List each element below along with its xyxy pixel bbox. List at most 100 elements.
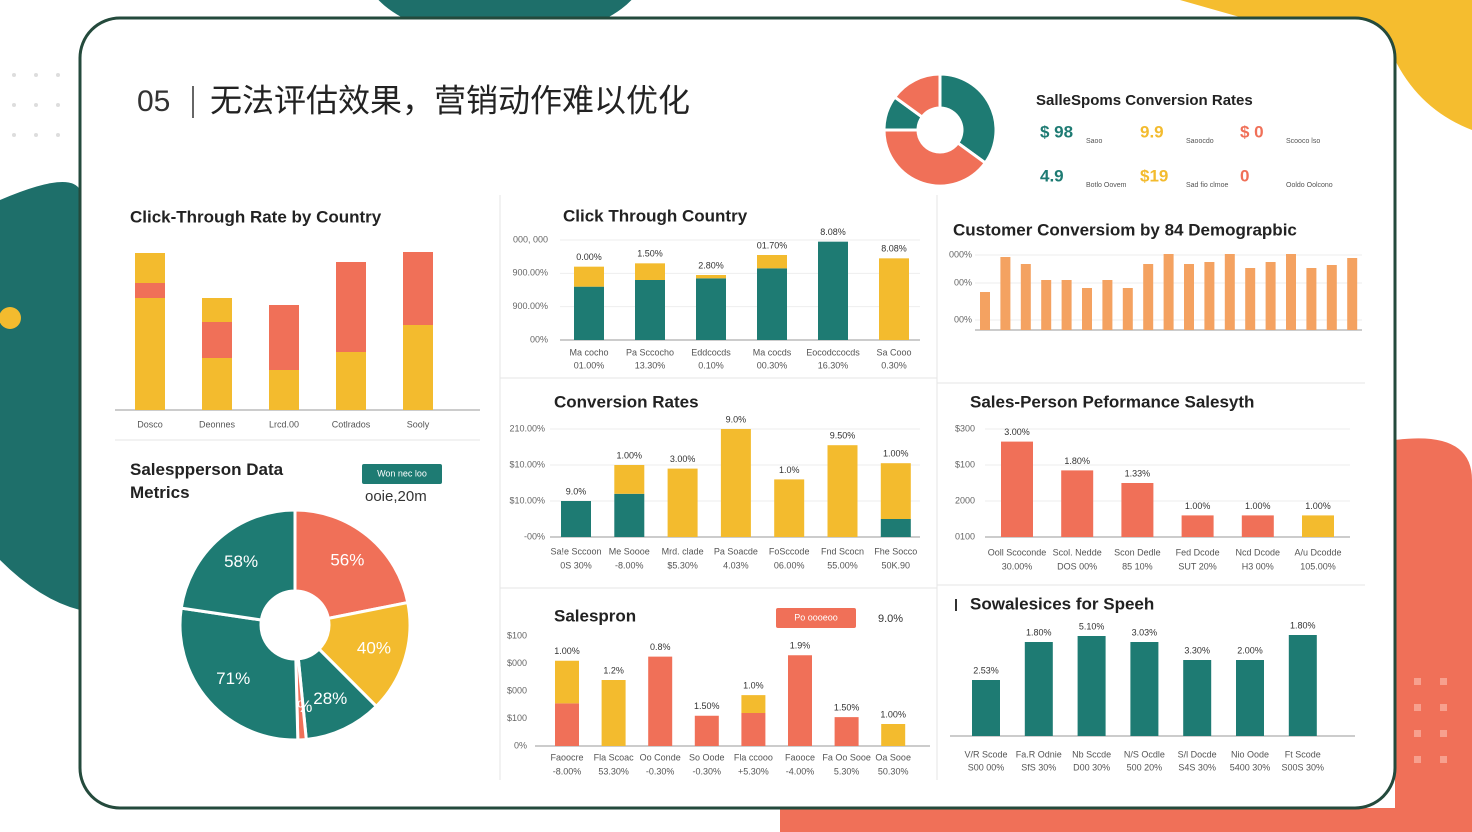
bar bbox=[1130, 642, 1159, 736]
bar-label: 3.03% bbox=[1132, 627, 1158, 637]
bar-label: 9.0% bbox=[566, 486, 587, 496]
x-sub-label: -0.30% bbox=[693, 766, 722, 776]
y-tick-label: $000 bbox=[507, 685, 527, 695]
x-tick-label: Scon Dedle bbox=[1114, 547, 1161, 557]
y-tick-label: $000 bbox=[507, 658, 527, 668]
x-sub-label: H3 00% bbox=[1242, 561, 1274, 571]
badge-bg bbox=[776, 608, 856, 628]
bar bbox=[980, 292, 990, 330]
y-tick-label: 0% bbox=[514, 740, 527, 750]
bar bbox=[880, 463, 911, 519]
y-tick-label: 900.00% bbox=[512, 301, 548, 311]
chart-title: SalleSpoms Conversion Rates bbox=[1036, 92, 1253, 109]
x-sub-label: 85 10% bbox=[1122, 561, 1153, 571]
y-tick-label: 2000 bbox=[955, 495, 975, 505]
bar bbox=[574, 266, 604, 287]
bar-label: 1.00% bbox=[617, 450, 643, 460]
x-tick-label: V/R Scode bbox=[964, 749, 1007, 759]
x-sub-label: +5.30% bbox=[738, 766, 769, 776]
x-tick-label: Fed Dcode bbox=[1176, 547, 1220, 557]
y-tick-label: 00% bbox=[530, 334, 548, 344]
bar bbox=[1061, 280, 1072, 330]
bar-label: 1.00% bbox=[1185, 501, 1211, 511]
bar bbox=[972, 680, 1000, 736]
badge-bg bbox=[362, 464, 442, 484]
bar bbox=[694, 715, 719, 746]
bar bbox=[1265, 262, 1276, 330]
bar bbox=[1041, 280, 1052, 330]
x-sub-label: 105.00% bbox=[1300, 561, 1336, 571]
bar bbox=[1121, 483, 1154, 537]
bar-label: 1.50% bbox=[694, 701, 720, 711]
x-tick-label: Pa Sccocho bbox=[626, 347, 674, 357]
bar bbox=[574, 286, 604, 340]
bar bbox=[1241, 515, 1274, 537]
bar bbox=[614, 465, 645, 494]
chart-title: Sales-Person Peformance Salesyth bbox=[970, 392, 1254, 411]
bar-label: 1.00% bbox=[554, 646, 580, 656]
bar bbox=[135, 253, 165, 283]
bar bbox=[788, 655, 812, 746]
y-tick-label: 900.00% bbox=[512, 268, 548, 278]
y-tick-label: $100 bbox=[507, 630, 527, 640]
x-tick-label: Sooly bbox=[407, 419, 430, 429]
y-tick-label: $300 bbox=[955, 423, 975, 433]
note: ooie,20m bbox=[365, 488, 427, 505]
x-sub-label: 5400 30% bbox=[1230, 762, 1271, 772]
x-tick-label: Dosco bbox=[137, 419, 163, 429]
bar bbox=[403, 252, 433, 325]
x-sub-label: -8.00% bbox=[615, 560, 644, 570]
x-tick-label: Ooll Scoconde bbox=[988, 547, 1047, 557]
bar-label: 1.00% bbox=[880, 709, 906, 719]
x-tick-label: Fa.R Odnie bbox=[1016, 749, 1062, 759]
bar-label: 8.08% bbox=[881, 244, 907, 254]
bar bbox=[614, 493, 645, 537]
bar bbox=[818, 241, 848, 340]
x-sub-label: -0.30% bbox=[646, 766, 675, 776]
bar bbox=[1020, 264, 1031, 330]
x-tick-label: A/u Dcodde bbox=[1294, 547, 1341, 557]
bar bbox=[269, 370, 299, 410]
stat-value: 9.9 bbox=[1140, 122, 1164, 141]
x-sub-label: 500 20% bbox=[1127, 762, 1163, 772]
bar bbox=[879, 258, 909, 340]
bar bbox=[1061, 470, 1094, 537]
chart-title: Customer Conversiom by 84 Demograpbic bbox=[953, 220, 1297, 239]
bar bbox=[635, 280, 665, 340]
bar bbox=[1024, 642, 1053, 736]
bar bbox=[555, 703, 579, 746]
stat-value: 0 bbox=[1240, 166, 1249, 185]
x-sub-label: 30.00% bbox=[1002, 561, 1033, 571]
bar bbox=[1224, 254, 1235, 330]
y-tick-label: -00% bbox=[524, 531, 545, 541]
x-sub-label: 0S 30% bbox=[560, 560, 592, 570]
chart-title: Salespperson Data Metrics bbox=[130, 460, 284, 502]
badge: Won nec loo bbox=[377, 468, 427, 478]
bar bbox=[881, 724, 906, 746]
bar bbox=[757, 255, 787, 269]
x-tick-label: Ncd Dcode bbox=[1236, 547, 1281, 557]
x-sub-label: 53.30% bbox=[598, 766, 629, 776]
x-sub-label: S00 00% bbox=[968, 762, 1005, 772]
bar bbox=[1245, 268, 1256, 330]
bar bbox=[336, 352, 366, 410]
bar bbox=[202, 298, 232, 322]
bar-label: 0.00% bbox=[576, 252, 602, 262]
stat-value: $ 0 bbox=[1240, 122, 1264, 141]
x-tick-label: Ma cocds bbox=[753, 347, 792, 357]
chart-title: Salespron bbox=[554, 606, 636, 625]
note: 9.0% bbox=[878, 613, 903, 625]
x-sub-label: 5.30% bbox=[834, 766, 860, 776]
bar-label: 1.50% bbox=[834, 703, 860, 713]
chart-title: Click-Through Rate by Country bbox=[130, 207, 382, 226]
pie-slice bbox=[316, 600, 412, 709]
bar-label: 9.0% bbox=[726, 414, 747, 424]
y-tick-label: 00% bbox=[954, 277, 972, 287]
bar-label: 1.80% bbox=[1064, 456, 1090, 466]
x-tick-label: Sa!e Sccoon bbox=[550, 546, 601, 556]
bar bbox=[774, 479, 805, 537]
bar bbox=[336, 262, 366, 352]
bar bbox=[720, 429, 751, 537]
x-sub-label: 01.00% bbox=[574, 360, 605, 370]
